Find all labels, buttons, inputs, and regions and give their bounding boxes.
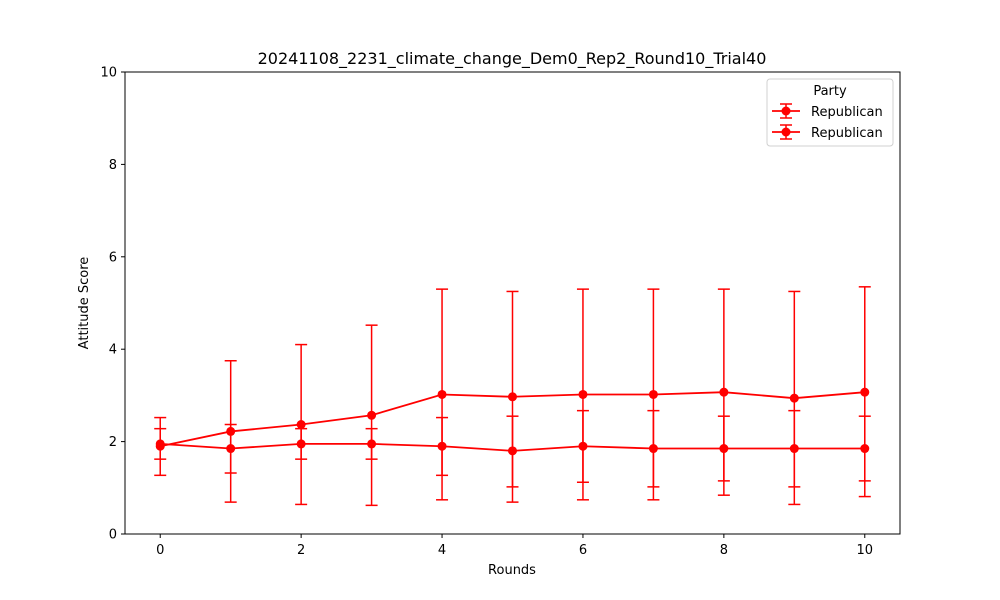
legend-marker bbox=[781, 106, 791, 116]
x-tick-label: 8 bbox=[720, 543, 728, 558]
plot-layer bbox=[154, 286, 871, 507]
axes-layer: 0 2 4 6 8 10 0 2 4 6 8 10 bbox=[100, 66, 873, 559]
data-point bbox=[226, 444, 236, 454]
y-tick-label: 6 bbox=[109, 250, 117, 265]
data-point bbox=[578, 441, 588, 451]
data-point bbox=[367, 410, 377, 420]
data-point bbox=[508, 446, 517, 456]
plot-frame bbox=[124, 71, 901, 535]
chart-title: 20241108_2231_climate_change_Dem0_Rep2_R… bbox=[258, 49, 767, 69]
data-point bbox=[437, 389, 447, 399]
data-point bbox=[860, 444, 870, 454]
data-point bbox=[789, 444, 799, 454]
x-tick-label: 2 bbox=[297, 543, 305, 558]
y-axis-label: Attitude Score bbox=[77, 257, 92, 350]
y-tick-label: 8 bbox=[109, 158, 117, 173]
data-point bbox=[789, 393, 799, 403]
data-point bbox=[367, 439, 377, 449]
data-point bbox=[437, 441, 447, 451]
y-tick-label: 2 bbox=[109, 435, 117, 450]
x-tick-label: 4 bbox=[438, 543, 446, 558]
x-tick-label: 6 bbox=[579, 543, 587, 558]
legend-label: Republican bbox=[811, 105, 883, 120]
y-tick-label: 4 bbox=[109, 343, 117, 358]
x-axis-label: Rounds bbox=[488, 563, 536, 578]
data-point bbox=[296, 420, 306, 430]
legend-title: Party bbox=[813, 84, 847, 99]
data-point bbox=[578, 389, 588, 399]
data-point bbox=[648, 444, 658, 454]
data-point bbox=[296, 439, 306, 449]
series-2 bbox=[154, 409, 871, 488]
legend: Party Republican Republican bbox=[766, 78, 894, 147]
data-point bbox=[719, 444, 729, 454]
y-tick-label: 0 bbox=[109, 528, 117, 543]
legend-box bbox=[766, 78, 894, 147]
legend-marker bbox=[781, 127, 791, 137]
legend-label: Republican bbox=[811, 126, 883, 141]
data-point bbox=[719, 387, 729, 397]
y-tick-label: 10 bbox=[100, 66, 117, 81]
x-tick-label: 0 bbox=[156, 543, 164, 558]
data-point bbox=[648, 389, 658, 399]
data-point bbox=[508, 392, 517, 402]
data-point bbox=[155, 439, 165, 449]
data-point bbox=[860, 387, 870, 397]
x-tick-label: 10 bbox=[856, 543, 873, 558]
